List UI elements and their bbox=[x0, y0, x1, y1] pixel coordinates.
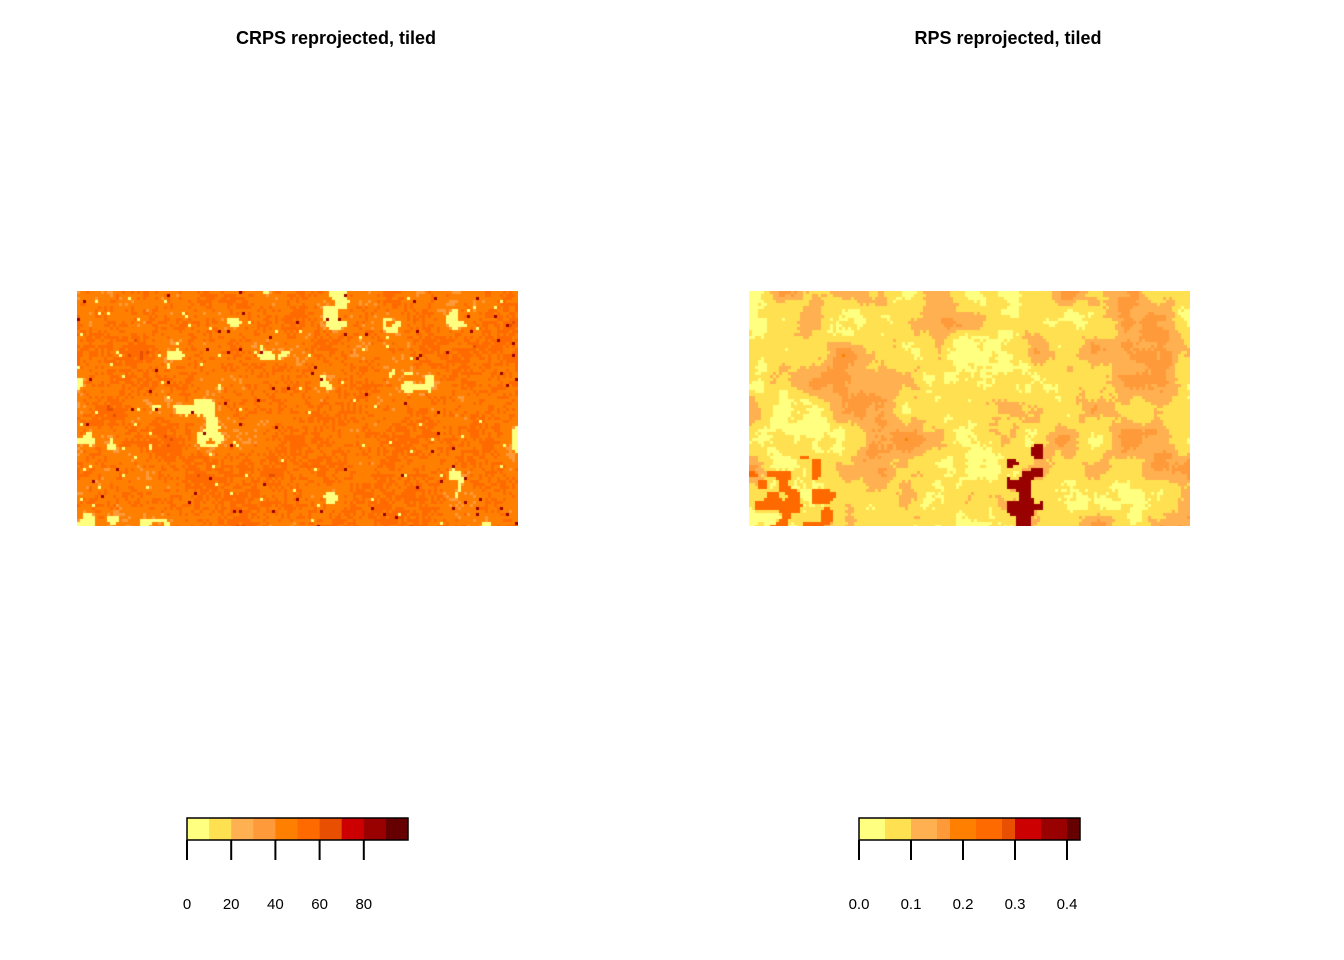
legend-frame bbox=[858, 817, 1081, 841]
legend-swatch bbox=[885, 818, 899, 840]
rps-title: RPS reprojected, tiled bbox=[914, 28, 1102, 48]
legend-swatch bbox=[859, 818, 873, 840]
rps-legend: 0.0 0.1 0.2 0.3 0.4 bbox=[849, 817, 1081, 913]
legend-swatch bbox=[341, 818, 365, 840]
legend-tick-label: 80 bbox=[355, 896, 372, 913]
legend-swatch bbox=[1054, 818, 1068, 840]
legend-swatch bbox=[963, 818, 977, 840]
legend-swatch bbox=[275, 818, 298, 840]
crps-raster-map bbox=[77, 291, 518, 526]
legend-swatch bbox=[209, 818, 232, 840]
legend-tick-label: 0 bbox=[183, 896, 191, 913]
legend-swatch bbox=[1067, 818, 1081, 840]
legend-swatch bbox=[297, 818, 321, 840]
legend-swatch bbox=[937, 818, 951, 840]
legend-swatch bbox=[1015, 818, 1029, 840]
legend-frame bbox=[186, 817, 409, 841]
rps-panel: RPS reprojected, tiled 0.0 0.1 0.2 0.3 0.4 bbox=[672, 0, 1344, 960]
legend-swatch bbox=[187, 818, 210, 840]
legend-tick-label: 60 bbox=[311, 896, 328, 913]
legend-swatch bbox=[898, 818, 912, 840]
legend-tick-label: 0.1 bbox=[901, 896, 922, 913]
crps-legend: 0 20 40 60 80 bbox=[183, 817, 409, 913]
legend-tick-label: 0.0 bbox=[849, 896, 870, 913]
legend-tick-label: 0.4 bbox=[1057, 896, 1078, 913]
legend-swatch bbox=[989, 818, 1003, 840]
legend-swatch bbox=[363, 818, 387, 840]
legend-swatch bbox=[1002, 818, 1016, 840]
legend-swatch bbox=[924, 818, 938, 840]
legend-swatch bbox=[976, 818, 990, 840]
legend-tick-label: 0.2 bbox=[953, 896, 974, 913]
legend-tick-label: 0.3 bbox=[1005, 896, 1026, 913]
legend-swatch bbox=[911, 818, 925, 840]
legend-swatch bbox=[319, 818, 343, 840]
legend-swatch bbox=[1041, 818, 1055, 840]
legend-swatch bbox=[231, 818, 254, 840]
legend-swatch bbox=[872, 818, 886, 840]
legend-swatch bbox=[253, 818, 276, 840]
legend-swatch bbox=[385, 818, 409, 840]
legend-tick-label: 40 bbox=[267, 896, 284, 913]
legend-tick-label: 20 bbox=[223, 896, 240, 913]
crps-title: CRPS reprojected, tiled bbox=[235, 28, 437, 48]
legend-swatch bbox=[950, 818, 964, 840]
legend-swatch bbox=[1028, 818, 1042, 840]
rps-raster-map bbox=[749, 291, 1190, 526]
crps-panel: CRPS reprojected, tiled 0 20 40 60 80 bbox=[77, 28, 518, 913]
